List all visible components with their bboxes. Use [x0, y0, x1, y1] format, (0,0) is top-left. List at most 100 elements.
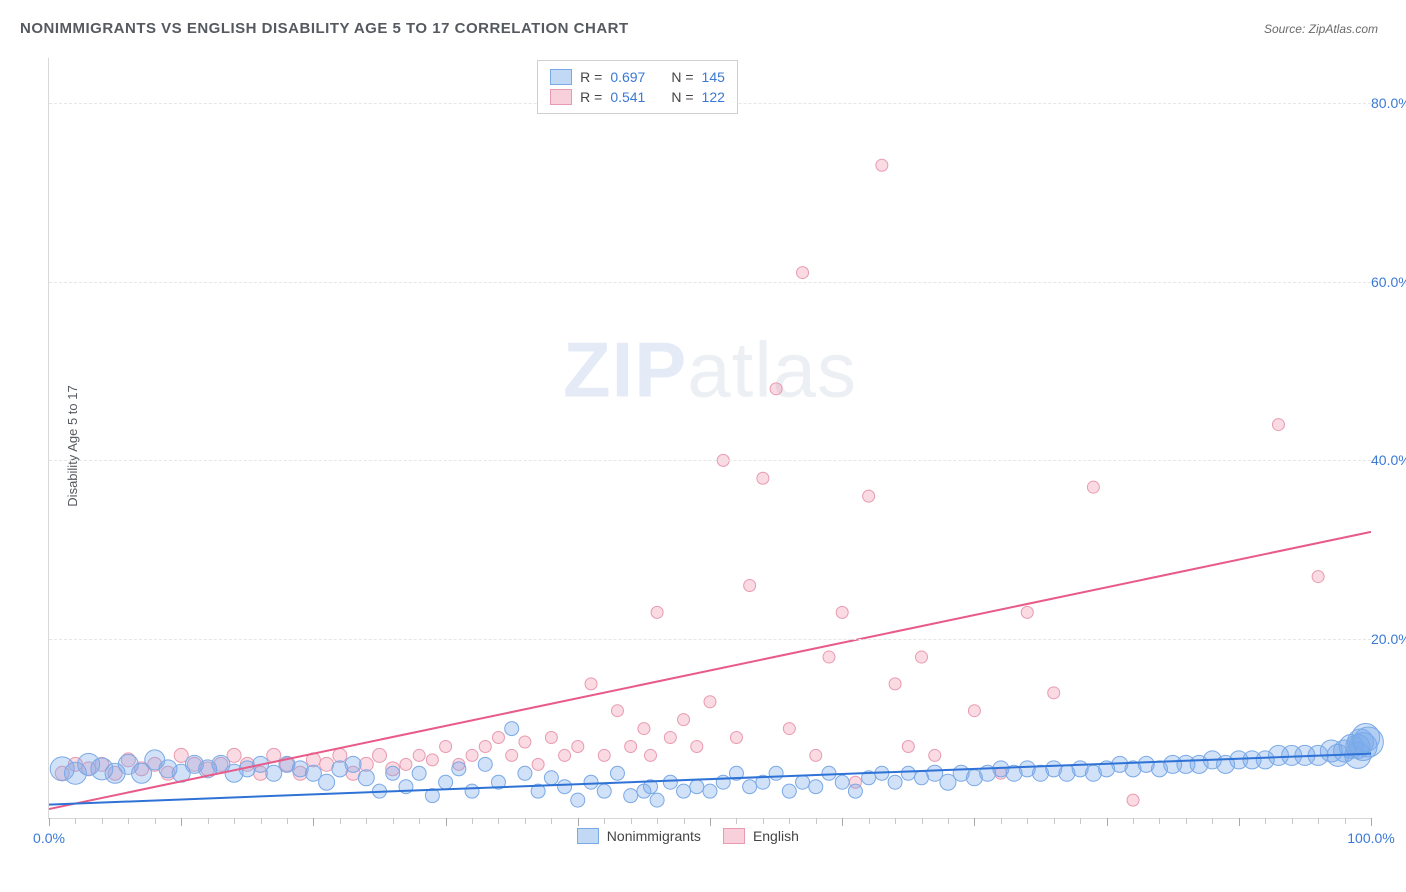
data-point: [479, 740, 491, 752]
chart-title: NONIMMIGRANTS VS ENGLISH DISABILITY AGE …: [20, 20, 629, 37]
data-point: [1048, 687, 1060, 699]
data-point: [744, 580, 756, 592]
data-point: [901, 766, 915, 780]
x-tick: [340, 818, 341, 824]
x-tick: [922, 818, 923, 824]
x-tick: [287, 818, 288, 824]
data-point: [730, 732, 742, 744]
x-tick: [393, 818, 394, 824]
data-point: [625, 740, 637, 752]
data-point: [597, 784, 611, 798]
data-point: [532, 758, 544, 770]
data-point: [929, 749, 941, 761]
data-point: [319, 774, 335, 790]
data-point: [743, 780, 757, 794]
data-point: [902, 740, 914, 752]
data-point: [440, 740, 452, 752]
data-point: [1353, 727, 1383, 757]
data-point: [1087, 481, 1099, 493]
y-tick-label: 60.0%: [1363, 274, 1406, 290]
x-tick-label: 0.0%: [33, 830, 65, 846]
data-point: [770, 383, 782, 395]
x-tick: [1265, 818, 1266, 824]
data-point: [572, 740, 584, 752]
x-tick: [1080, 818, 1081, 824]
data-point: [822, 766, 836, 780]
legend-r-label: R =: [580, 69, 602, 85]
data-point: [638, 723, 650, 735]
data-point: [782, 784, 796, 798]
data-point: [823, 651, 835, 663]
x-tick: [1292, 818, 1293, 824]
data-point: [1312, 571, 1324, 583]
legend-swatch: [550, 89, 572, 105]
legend-row: R =0.697N =145: [550, 67, 725, 87]
legend-label: Nonimmigrants: [607, 828, 701, 844]
data-point: [1127, 794, 1139, 806]
data-point: [400, 758, 412, 770]
x-tick: [208, 818, 209, 824]
data-point: [386, 766, 400, 780]
plot-area: ZIPatlas 20.0%40.0%60.0%80.0%0.0%100.0%: [48, 58, 1371, 819]
data-point: [413, 749, 425, 761]
legend-stats: R =0.697N =145R =0.541N =122: [537, 60, 738, 114]
data-point: [783, 723, 795, 735]
data-point: [1272, 419, 1284, 431]
data-point: [889, 678, 901, 690]
grid-line: [49, 639, 1371, 640]
data-point: [492, 732, 504, 744]
data-point: [1021, 606, 1033, 618]
data-point: [810, 749, 822, 761]
data-point: [544, 771, 558, 785]
data-point: [691, 740, 703, 752]
x-tick: [710, 818, 711, 826]
x-tick: [842, 818, 843, 826]
legend-item: Nonimmigrants: [577, 828, 701, 844]
data-point: [465, 784, 479, 798]
x-tick: [155, 818, 156, 824]
data-point: [876, 159, 888, 171]
x-tick: [234, 818, 235, 824]
legend-n-label: N =: [671, 69, 693, 85]
data-point: [478, 757, 492, 771]
data-point: [519, 736, 531, 748]
data-point: [848, 784, 862, 798]
x-tick: [736, 818, 737, 824]
data-point: [716, 775, 730, 789]
legend-n-value: 145: [702, 69, 725, 85]
x-tick: [895, 818, 896, 824]
data-point: [598, 749, 610, 761]
data-point: [358, 770, 374, 786]
data-point: [439, 775, 453, 789]
x-tick: [1371, 818, 1372, 826]
x-tick: [472, 818, 473, 824]
x-tick: [102, 818, 103, 824]
x-tick: [1159, 818, 1160, 824]
data-point: [797, 267, 809, 279]
data-point: [559, 749, 571, 761]
data-point: [769, 766, 783, 780]
data-point: [373, 748, 387, 762]
x-tick: [578, 818, 579, 826]
data-point: [412, 766, 426, 780]
data-point: [558, 780, 572, 794]
grid-line: [49, 282, 1371, 283]
x-tick: [948, 818, 949, 824]
data-point: [677, 784, 691, 798]
x-tick: [869, 818, 870, 824]
x-tick: [446, 818, 447, 826]
data-point: [645, 749, 657, 761]
data-point: [651, 606, 663, 618]
data-point: [863, 490, 875, 502]
data-point: [796, 775, 810, 789]
x-tick: [789, 818, 790, 824]
data-point: [664, 732, 676, 744]
data-point: [678, 714, 690, 726]
data-point: [968, 705, 980, 717]
x-tick-label: 100.0%: [1347, 830, 1394, 846]
y-tick-label: 20.0%: [1363, 631, 1406, 647]
grid-line: [49, 460, 1371, 461]
x-tick: [525, 818, 526, 824]
x-tick: [1133, 818, 1134, 824]
x-tick: [1345, 818, 1346, 824]
